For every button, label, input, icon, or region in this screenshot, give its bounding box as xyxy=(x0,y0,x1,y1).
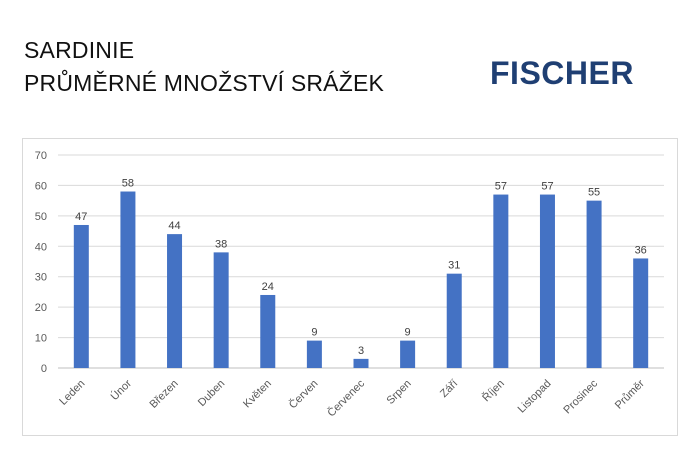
page-subtitle: PRŮMĚRNÉ MNOŽSTVÍ SRÁŽEK xyxy=(24,70,385,96)
x-tick-label: Únor xyxy=(108,377,134,403)
y-tick-label: 60 xyxy=(35,180,47,192)
bar xyxy=(306,340,322,368)
data-label: 57 xyxy=(541,181,553,193)
x-tick-label: Srpen xyxy=(384,378,413,407)
data-label: 24 xyxy=(262,281,274,293)
bar xyxy=(213,252,229,368)
x-tick-label: Listopad xyxy=(516,378,554,416)
y-tick-label: 10 xyxy=(35,333,47,345)
x-tick-label: Červen xyxy=(286,377,320,411)
bars xyxy=(73,191,649,368)
y-tick-label: 30 xyxy=(35,272,47,284)
chart-frame xyxy=(22,138,678,436)
page-title: SARDINIE xyxy=(24,37,135,63)
data-label: 44 xyxy=(168,220,180,232)
gridlines xyxy=(58,154,664,369)
bar xyxy=(167,234,183,368)
y-tick-label: 0 xyxy=(41,363,47,375)
y-tick-label: 20 xyxy=(35,302,47,314)
data-label: 57 xyxy=(495,181,507,193)
x-tick-label: Průměr xyxy=(613,377,647,411)
x-tick-label: Prosinec xyxy=(561,377,600,416)
y-tick-label: 50 xyxy=(35,211,47,223)
x-tick-label: Březen xyxy=(148,378,181,411)
data-label: 3 xyxy=(358,345,364,357)
x-tick-label: Květen xyxy=(241,378,274,411)
bar xyxy=(493,194,509,368)
data-label: 9 xyxy=(405,327,411,339)
x-tick-label: Duben xyxy=(196,378,227,409)
y-tick-label: 70 xyxy=(35,150,47,162)
x-tick-label: Říjen xyxy=(480,377,507,404)
data-label: 58 xyxy=(122,178,134,190)
y-axis-ticks: 0 10 20 30 40 50 60 70 xyxy=(35,150,47,375)
bar xyxy=(633,258,649,368)
bar xyxy=(446,273,462,368)
bar xyxy=(120,191,136,368)
data-label: 9 xyxy=(311,327,317,339)
data-label: 36 xyxy=(635,244,647,256)
y-tick-label: 40 xyxy=(35,241,47,253)
bar xyxy=(586,200,602,368)
x-tick-label: Červenec xyxy=(325,377,368,420)
bar xyxy=(539,194,555,368)
data-label: 55 xyxy=(588,187,600,199)
data-label: 38 xyxy=(215,238,227,250)
x-axis-ticks: Leden Únor Březen Duben Květen Červen Červenec… xyxy=(57,377,647,420)
data-label: 31 xyxy=(448,260,460,272)
x-tick-label: Leden xyxy=(57,378,87,408)
bar xyxy=(353,358,369,368)
data-label: 47 xyxy=(75,211,87,223)
bar xyxy=(73,224,89,368)
bar xyxy=(260,294,276,368)
title-block: SARDINIE PRŮMĚRNÉ MNOŽSTVÍ SRÁŽEK xyxy=(24,34,384,100)
data-labels: 47 58 44 38 24 9 3 9 31 57 57 55 36 xyxy=(75,178,647,357)
bar xyxy=(400,340,416,368)
brand-logo: FISCHER xyxy=(490,55,634,91)
x-tick-label: Září xyxy=(438,378,460,400)
